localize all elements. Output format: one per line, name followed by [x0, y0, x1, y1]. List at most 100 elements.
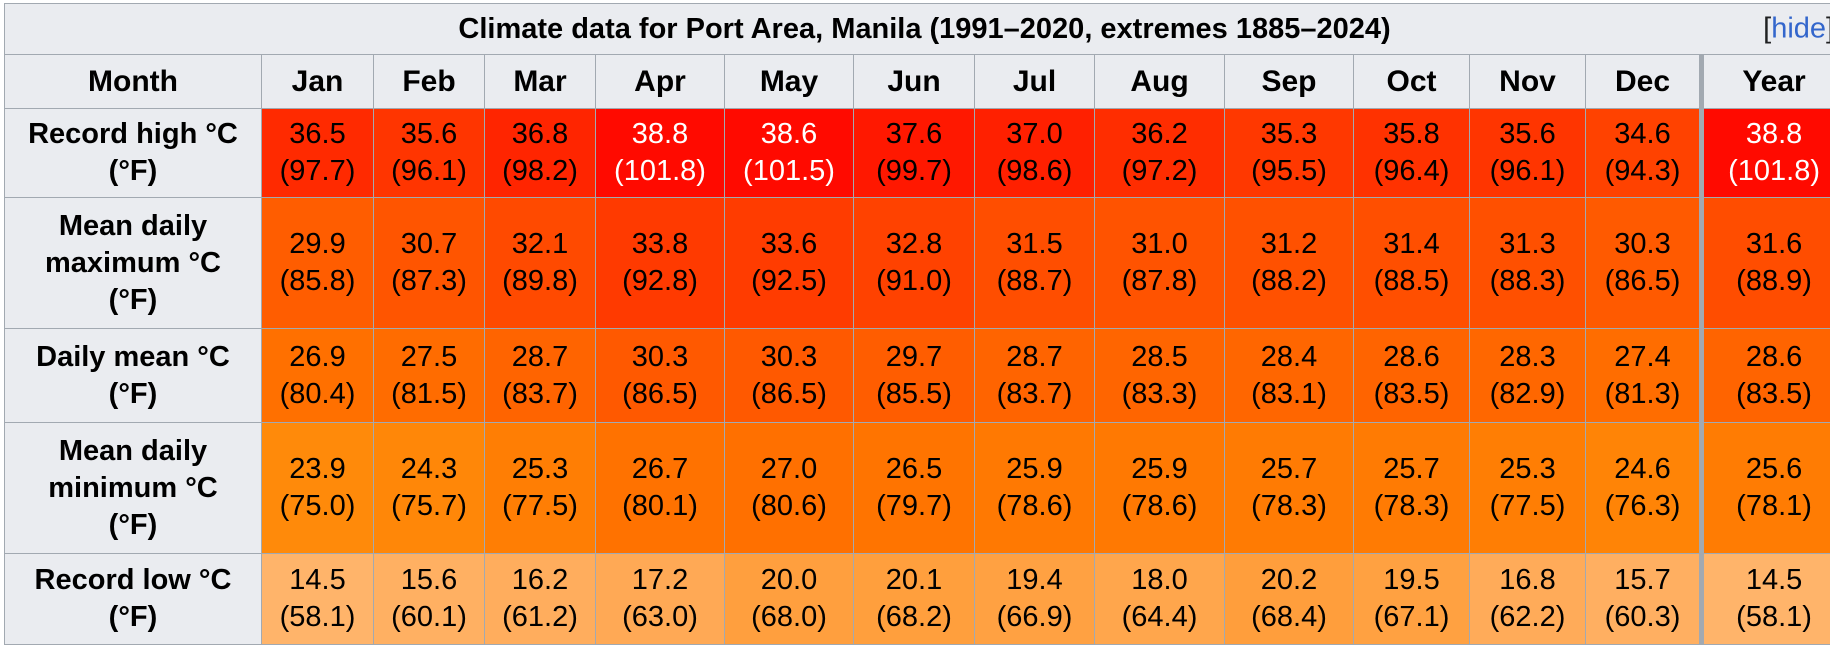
value-fahrenheit: (88.3): [1489, 265, 1566, 297]
value-fahrenheit: (63.0): [622, 601, 698, 633]
row-record-low: Record low °C (°F) 14.5 (58.1) 15.6 (60.1) 16.…: [4, 553, 1830, 645]
value-celsius: 31.5: [1006, 228, 1063, 260]
row-record-high: Record high °C (°F) 36.5 (97.7) 35.6 (96.1) 36…: [4, 108, 1830, 198]
cell-low-sep: 20.2 (68.4): [1224, 553, 1354, 645]
value-fahrenheit: (77.5): [1489, 490, 1566, 522]
cell-max-dec: 30.3 (86.5): [1585, 197, 1702, 329]
row-label-line: Mean daily: [58, 434, 208, 467]
value-celsius: 28.6: [1383, 340, 1440, 373]
cell-max-mar: 32.1 (89.8): [484, 197, 596, 329]
value-fahrenheit: (96.4): [1373, 155, 1450, 187]
value-fahrenheit: (96.1): [391, 155, 467, 187]
value-fahrenheit: (83.3): [1121, 377, 1198, 410]
year-header: Year: [1698, 54, 1830, 109]
value-fahrenheit: (58.1): [1736, 601, 1812, 633]
value-fahrenheit: (88.7): [996, 265, 1073, 297]
cell-mean-aug: 28.5 (83.3): [1094, 328, 1225, 423]
value-celsius: 16.2: [511, 564, 569, 596]
value-celsius: 25.9: [1131, 453, 1188, 485]
value-celsius: 15.7: [1614, 564, 1671, 596]
value-celsius: 31.0: [1131, 228, 1188, 260]
month-header-mar: Mar: [484, 54, 596, 109]
cell-max-jan: 29.9 (85.8): [261, 197, 374, 329]
cell-min-jul: 25.9 (78.6): [974, 422, 1095, 554]
row-label-line: minimum °C: [48, 471, 218, 504]
table-caption: Climate data for Port Area, Manila (1991…: [3, 3, 1830, 55]
value-fahrenheit: (66.9): [996, 601, 1073, 633]
value-fahrenheit: (86.5): [1604, 265, 1681, 297]
value-celsius: 25.6: [1745, 453, 1803, 485]
cell-mean-jan: 26.9 (80.4): [261, 328, 374, 423]
value-fahrenheit: (79.7): [876, 490, 952, 522]
month-header-may: May: [724, 54, 854, 109]
value-fahrenheit: (87.8): [1121, 265, 1198, 297]
value-celsius: 31.6: [1745, 228, 1803, 260]
value-celsius: 24.6: [1614, 453, 1671, 485]
row-label-line: Daily mean °C: [36, 340, 230, 373]
cell-mean-jul: 28.7 (83.7): [974, 328, 1095, 423]
value-celsius: 36.8: [511, 118, 569, 150]
cell-low-feb: 15.6 (60.1): [373, 553, 485, 645]
cell-max-sep: 31.2 (88.2): [1224, 197, 1354, 329]
value-celsius: 30.3: [1614, 228, 1671, 260]
value-celsius: 30.7: [400, 228, 458, 260]
value-fahrenheit: (86.5): [751, 377, 827, 410]
value-celsius: 25.7: [1260, 453, 1318, 485]
table-title: Climate data for Port Area, Manila (1991…: [458, 12, 1391, 45]
value-celsius: 18.0: [1131, 564, 1188, 596]
row-label-high: Record high °C (°F): [4, 108, 262, 198]
value-celsius: 27.5: [400, 340, 458, 373]
value-fahrenheit: (85.8): [279, 265, 356, 297]
row-label-line: Mean daily: [58, 209, 208, 242]
cell-min-mar: 25.3 (77.5): [484, 422, 596, 554]
climate-table: Climate data for Port Area, Manila (1991…: [3, 3, 1830, 645]
value-fahrenheit: (78.3): [1251, 490, 1327, 522]
value-fahrenheit: (83.1): [1251, 377, 1327, 410]
cell-low-jan: 14.5 (58.1): [261, 553, 374, 645]
value-celsius: 20.0: [760, 564, 818, 596]
value-fahrenheit: (101.5): [743, 155, 835, 187]
hide-toggle[interactable]: [hide]: [1763, 12, 1830, 45]
row-label-max: Mean daily maximum °C (°F): [4, 197, 262, 329]
cell-low-may: 20.0 (68.0): [724, 553, 854, 645]
cell-mean-nov: 28.3 (82.9): [1469, 328, 1586, 423]
value-fahrenheit: (95.5): [1251, 155, 1327, 187]
row-label-line: (°F): [108, 601, 158, 633]
cell-low-dec: 15.7 (60.3): [1585, 553, 1702, 645]
value-celsius: 37.6: [885, 118, 943, 150]
value-fahrenheit: (96.1): [1489, 155, 1566, 187]
cell-high-apr: 38.8 (101.8): [595, 108, 725, 198]
value-celsius: 26.5: [885, 453, 943, 485]
value-celsius: 16.8: [1499, 564, 1556, 596]
value-celsius: 31.4: [1383, 228, 1440, 260]
value-fahrenheit: (88.2): [1251, 265, 1327, 297]
value-fahrenheit: (80.4): [279, 377, 356, 410]
cell-high-feb: 35.6 (96.1): [373, 108, 485, 198]
value-celsius: 35.3: [1260, 118, 1318, 150]
value-celsius: 30.3: [631, 340, 689, 373]
value-celsius: 26.9: [289, 340, 346, 373]
cell-high-mar: 36.8 (98.2): [484, 108, 596, 198]
value-fahrenheit: (92.8): [622, 265, 698, 297]
cell-high-jun: 37.6 (99.7): [853, 108, 975, 198]
value-celsius: 29.7: [885, 340, 943, 373]
value-fahrenheit: (97.7): [279, 155, 356, 187]
value-fahrenheit: (94.3): [1604, 155, 1681, 187]
value-fahrenheit: (82.9): [1489, 377, 1566, 410]
cell-high-jan: 36.5 (97.7): [261, 108, 374, 198]
value-fahrenheit: (75.0): [279, 490, 356, 522]
value-fahrenheit: (80.1): [622, 490, 698, 522]
cell-low-nov: 16.8 (62.2): [1469, 553, 1586, 645]
cell-high-sep: 35.3 (95.5): [1224, 108, 1354, 198]
caption-row: Climate data for Port Area, Manila (1991…: [3, 3, 1830, 55]
cell-high-aug: 36.2 (97.2): [1094, 108, 1225, 198]
value-celsius: 31.2: [1260, 228, 1318, 260]
row-label-mean: Daily mean °C (°F): [4, 328, 262, 423]
value-celsius: 15.6: [400, 564, 458, 596]
value-fahrenheit: (97.2): [1121, 155, 1198, 187]
month-header-nov: Nov: [1469, 54, 1586, 109]
hide-link[interactable]: hide: [1771, 12, 1827, 45]
value-fahrenheit: (77.5): [502, 490, 578, 522]
cell-high-dec: 34.6 (94.3): [1585, 108, 1702, 198]
row-label-line: (°F): [108, 155, 158, 187]
